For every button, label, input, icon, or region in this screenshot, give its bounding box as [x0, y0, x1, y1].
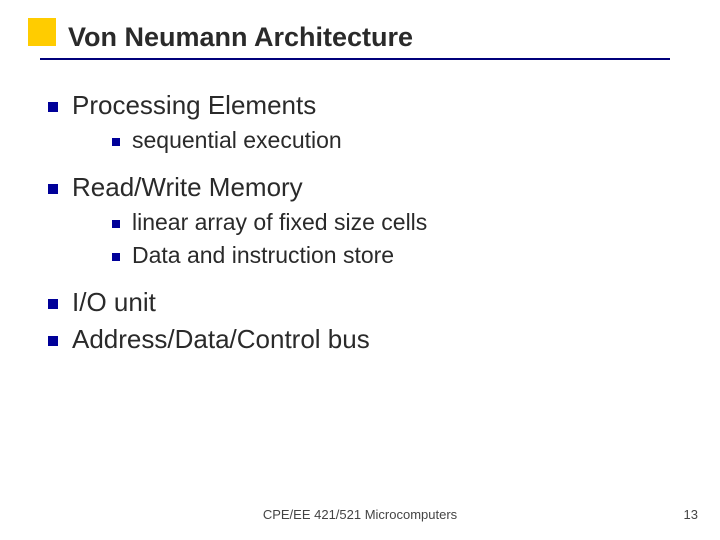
square-bullet-icon — [48, 299, 58, 309]
slide-content: Processing Elements sequential execution… — [48, 90, 668, 361]
list-item: Data and instruction store — [112, 242, 668, 269]
list-item: Processing Elements — [48, 90, 668, 121]
item-text: Processing Elements — [72, 90, 316, 121]
item-text: I/O unit — [72, 287, 156, 318]
list-item: sequential execution — [112, 127, 668, 154]
item-text: linear array of fixed size cells — [132, 209, 427, 236]
item-text: sequential execution — [132, 127, 342, 154]
list-item: I/O unit — [48, 287, 668, 318]
square-bullet-icon — [48, 102, 58, 112]
page-number: 13 — [684, 507, 698, 522]
list-item: Address/Data/Control bus — [48, 324, 668, 355]
list-item: Read/Write Memory — [48, 172, 668, 203]
square-bullet-icon — [112, 138, 120, 146]
list-item: linear array of fixed size cells — [112, 209, 668, 236]
slide-title: Von Neumann Architecture — [68, 22, 413, 53]
slide-footer: CPE/EE 421/521 Microcomputers — [0, 507, 720, 522]
square-bullet-icon — [112, 220, 120, 228]
item-text: Address/Data/Control bus — [72, 324, 370, 355]
item-text: Read/Write Memory — [72, 172, 303, 203]
item-text: Data and instruction store — [132, 242, 394, 269]
title-underline — [40, 58, 670, 60]
square-bullet-icon — [48, 184, 58, 194]
title-accent-block — [28, 18, 56, 46]
square-bullet-icon — [48, 336, 58, 346]
square-bullet-icon — [112, 253, 120, 261]
